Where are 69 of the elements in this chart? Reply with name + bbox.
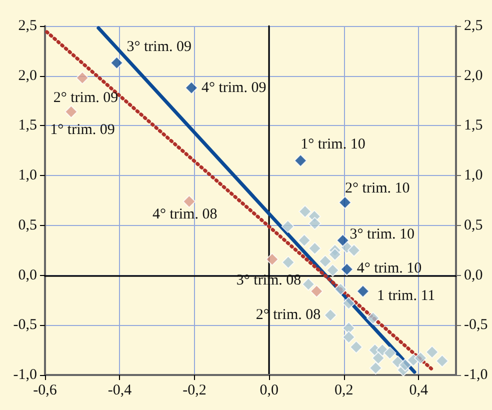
y-tick-label: 1,5	[18, 118, 37, 134]
point	[64, 105, 78, 118]
point	[282, 256, 295, 269]
annotation: 4° trim. 10	[356, 260, 422, 276]
x-tick-label: -0,2	[182, 382, 206, 398]
point	[310, 284, 324, 298]
point	[340, 262, 354, 276]
point	[336, 234, 350, 247]
point	[342, 330, 356, 344]
y2-tick-label: 0,5	[464, 217, 483, 234]
annotation: 3° trim. 10	[350, 226, 415, 242]
point	[372, 352, 385, 365]
point	[76, 71, 89, 84]
y-tick-label: 0,0	[18, 267, 37, 284]
y2-tick-label: -1,0	[464, 367, 488, 383]
y2-tick-label: -0,5	[464, 317, 488, 334]
point	[298, 234, 311, 247]
point	[110, 56, 124, 70]
point	[356, 284, 370, 298]
point	[308, 242, 322, 255]
x-tick-label: -0,4	[108, 382, 132, 398]
y-tick-label: 1,0	[18, 168, 37, 184]
point	[266, 252, 279, 266]
y-tick-label: 2,5	[18, 18, 37, 34]
point	[184, 81, 198, 94]
point	[338, 196, 352, 209]
y2-tick-label: 2,0	[464, 68, 483, 84]
y2-tick-label: 1,5	[464, 118, 483, 134]
annotation: 1 trim. 11	[376, 288, 436, 304]
point	[294, 154, 308, 168]
point	[324, 308, 337, 322]
point	[369, 362, 382, 375]
point	[426, 346, 439, 359]
y-tick-label: 2,0	[18, 68, 37, 84]
point	[398, 358, 412, 372]
annotation: 4° trim. 09	[201, 80, 266, 96]
point	[326, 264, 340, 277]
annotation: 3° trim. 09	[126, 38, 192, 55]
point	[298, 204, 312, 218]
point	[302, 278, 315, 291]
y-tick-label: -0,5	[13, 317, 37, 334]
annotation: 1° trim. 10	[300, 136, 366, 153]
point	[342, 322, 356, 335]
point	[347, 244, 360, 257]
point	[328, 248, 342, 261]
point	[342, 296, 356, 310]
x-tick-label: -0,6	[33, 382, 58, 398]
point	[366, 312, 380, 325]
point	[436, 354, 449, 368]
point	[182, 194, 196, 208]
point	[334, 282, 348, 296]
annotation: 2° trim. 09	[53, 90, 118, 106]
y2-tick-label: 0,0	[464, 267, 483, 284]
y-tick-label: -1,0	[13, 367, 37, 383]
point	[414, 352, 428, 365]
x-tick-label: 0,2	[334, 382, 354, 398]
annotation: 1° trim. 09	[50, 122, 115, 138]
x-tick-label: 0,4	[409, 382, 429, 398]
point	[281, 220, 294, 233]
x-tick-label: 0,0	[260, 382, 279, 398]
annotation: 2° trim. 10	[345, 180, 410, 196]
point	[308, 216, 322, 230]
point	[350, 340, 363, 354]
annotation: 4° trim. 08	[152, 206, 218, 222]
point	[318, 254, 332, 268]
point	[383, 346, 396, 360]
y2-tick-label: 2,5	[464, 18, 483, 34]
y2-tick-label: 1,0	[464, 168, 483, 184]
y-tick-label: 0,5	[18, 217, 37, 234]
